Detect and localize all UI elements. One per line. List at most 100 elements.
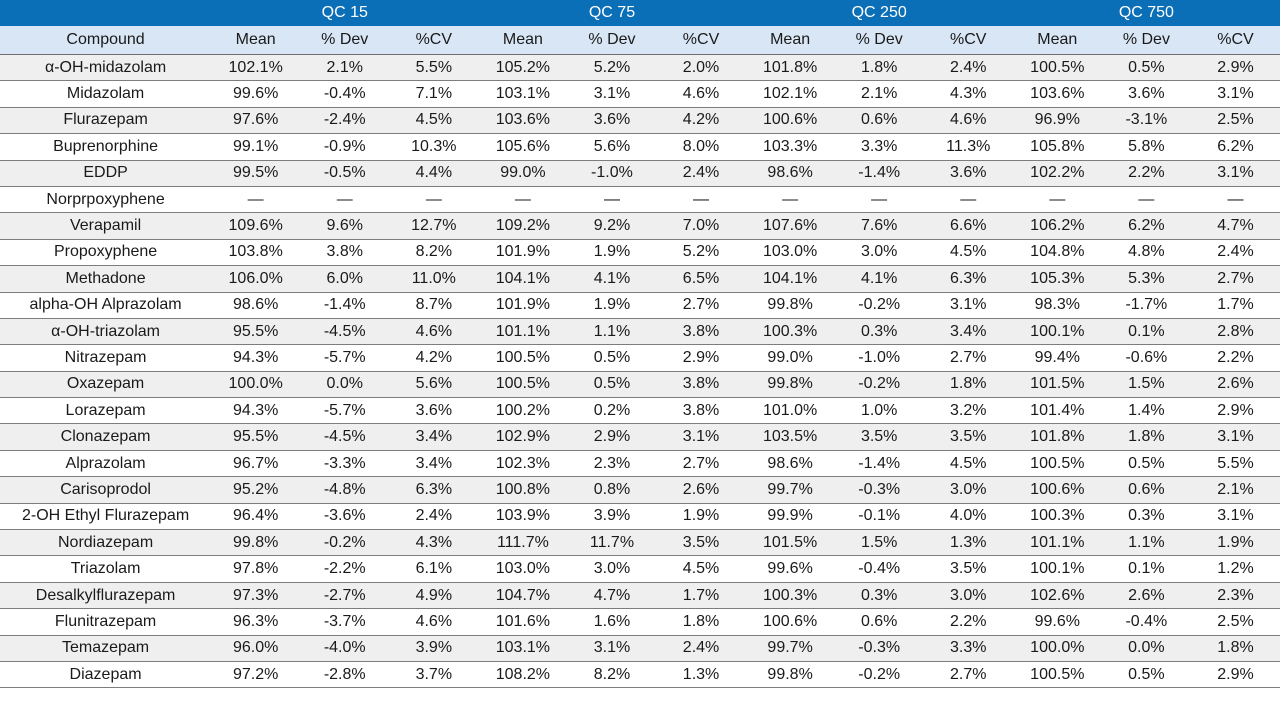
value-cell: 97.6% [211,107,301,135]
value-cell: 100.0% [211,371,301,399]
value-cell: 4.2% [389,344,479,372]
compound-name-cell: Triazolam [0,555,212,583]
value-cell: 3.5% [656,529,746,557]
value-cell: 5.5% [1190,450,1280,478]
value-cell: 4.1% [567,265,657,293]
table-row: α-OH-triazolam 95.5% -4.5% 4.6% 101.1% 1.1% 3.… [0,318,1280,346]
value-cell: 6.1% [389,555,479,583]
table-row: Midazolam 99.6% -0.4% 7.1% 103.1% 3.1% 4.6% 102… [0,80,1280,108]
compound-name-cell: Midazolam [0,80,212,108]
value-cell: 107.6% [745,212,835,240]
value-cell: 100.5% [478,371,568,399]
value-cell: 0.5% [1101,661,1191,689]
value-cell: 10.3% [389,133,479,161]
value-cell: -3.1% [1101,107,1191,135]
value-cell: 96.3% [211,608,301,636]
value-cell: — [745,186,835,214]
value-cell: 103.6% [1012,80,1102,108]
value-cell: 2.3% [567,450,657,478]
value-cell: -3.7% [300,608,390,636]
value-cell: 3.5% [923,555,1013,583]
value-cell: 100.6% [1012,476,1102,504]
value-cell: — [389,186,479,214]
value-cell: — [1101,186,1191,214]
value-cell: 99.0% [478,160,568,187]
value-cell: 2.7% [656,292,746,319]
compound-name-cell: Nitrazepam [0,344,212,372]
value-cell: 2.4% [1190,239,1280,267]
value-cell: 4.5% [923,239,1013,267]
value-cell: 3.6% [923,160,1013,187]
column-header: % Dev [834,26,924,55]
compound-name-cell: α-OH-midazolam [0,54,212,82]
compound-name-cell: Norprpoxyphene [0,186,212,214]
value-cell: 99.6% [211,80,301,108]
value-cell: 106.0% [211,265,301,293]
value-cell: -4.0% [300,635,390,662]
value-cell: 6.0% [300,265,390,293]
group-header: QC 250 [745,0,1013,26]
value-cell: — [1190,186,1280,214]
value-cell: 109.6% [211,212,301,240]
value-cell: 101.8% [1012,423,1102,451]
value-cell: 11.0% [389,265,479,293]
value-cell: 1.3% [656,661,746,689]
table-row: 2-OH Ethyl Flurazepam 96.4% -3.6% 2.4% 103.9… [0,503,1280,531]
value-cell: 8.2% [567,661,657,689]
value-cell: 3.6% [1101,80,1191,108]
value-cell: -2.4% [300,107,390,135]
value-cell: 1.5% [834,529,924,557]
value-cell: 0.6% [834,608,924,636]
value-cell: 0.1% [1101,555,1191,583]
compound-name-cell: Nordiazepam [0,529,212,557]
value-cell: 2.1% [834,80,924,108]
value-cell: 0.0% [1101,635,1191,662]
value-cell: 1.8% [834,54,924,82]
value-cell: 2.2% [1190,344,1280,372]
value-cell: 3.0% [834,239,924,267]
table-row: Nordiazepam 99.8% -0.2% 4.3% 111.7% 11.7% 3.5%… [0,529,1280,557]
value-cell: 2.5% [1190,107,1280,135]
column-header: %CV [656,26,746,55]
value-cell: 7.1% [389,80,479,108]
column-header: % Dev [567,26,657,55]
value-cell: 4.6% [389,318,479,346]
value-cell: 105.2% [478,54,568,82]
value-cell: 3.6% [567,107,657,135]
value-cell: — [478,186,568,214]
value-cell: — [923,186,1013,214]
value-cell: 100.6% [745,107,835,135]
value-cell: -5.7% [300,397,390,425]
value-cell: 2.2% [1101,160,1191,187]
qc-results-table: QC 15 QC 75 QC 250 QC 750 Compound Mean … [0,0,1280,689]
value-cell: 3.1% [1190,503,1280,531]
value-cell: 1.8% [1101,423,1191,451]
value-cell: -3.6% [300,503,390,531]
value-cell: 1.9% [656,503,746,531]
value-cell: 1.8% [656,608,746,636]
value-cell: 3.8% [300,239,390,267]
value-cell: 100.8% [478,476,568,504]
value-cell: 2.1% [1190,476,1280,504]
value-cell: 4.5% [389,107,479,135]
value-cell: 1.8% [1190,635,1280,662]
value-cell: 3.1% [1190,160,1280,187]
value-cell: 3.8% [656,318,746,346]
value-cell: 103.3% [745,133,835,161]
value-cell: -0.2% [834,661,924,689]
value-cell: 1.2% [1190,555,1280,583]
table-row: Lorazepam 94.3% -5.7% 3.6% 100.2% 0.2% 3.8% 101… [0,397,1280,425]
value-cell: 0.3% [1101,503,1191,531]
value-cell: -0.3% [834,476,924,504]
value-cell: 4.4% [389,160,479,187]
table-row: Verapamil 109.6% 9.6% 12.7% 109.2% 9.2% 7.0% 10… [0,212,1280,240]
value-cell: 100.1% [1012,318,1102,346]
value-cell: 0.8% [567,476,657,504]
table-row: Flurazepam 97.6% -2.4% 4.5% 103.6% 3.6% 4.2% 10… [0,107,1280,135]
compound-name-cell: Desalkylflurazepam [0,582,212,610]
value-cell: 101.0% [745,397,835,425]
compound-name-cell: EDDP [0,160,212,187]
value-cell: 2.5% [1190,608,1280,636]
value-cell: 3.1% [656,423,746,451]
value-cell: 105.8% [1012,133,1102,161]
